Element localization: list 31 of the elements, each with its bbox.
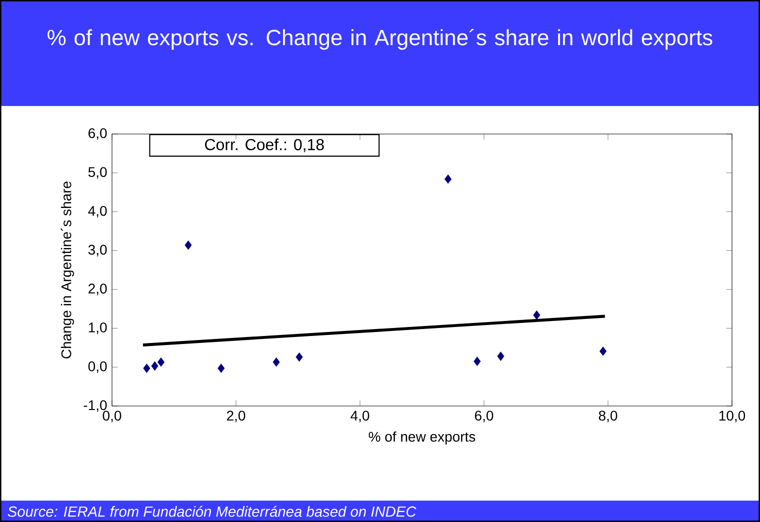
x-tick-label: 10,0 — [719, 410, 746, 422]
x-tick-label: 4,0 — [350, 410, 370, 422]
point — [151, 361, 158, 371]
x-tick-label: 0,0 — [102, 410, 122, 422]
point — [600, 346, 607, 356]
point — [143, 364, 150, 373]
chart-title: % of new exports vs. Change in Argentine´s share in world exports — [48, 28, 712, 50]
point — [218, 364, 225, 373]
x-tick-label: 6,0 — [474, 410, 494, 422]
point — [158, 358, 164, 367]
y-tick-label: 3,0 — [88, 244, 107, 256]
x-tick-label: 2,0 — [226, 410, 246, 422]
point — [184, 240, 192, 250]
y-tick-label: 1,0 — [88, 322, 107, 334]
y-axis-title: Change in Argentine´s share — [60, 182, 74, 358]
source-note: Source: IERAL from Fundación Mediterránea based on INDEC — [8, 506, 416, 517]
y-tick-label: 6,0 — [88, 128, 107, 140]
point — [474, 356, 481, 366]
y-tick-label: 5,0 — [88, 167, 107, 179]
point — [444, 174, 452, 184]
point — [533, 310, 540, 320]
y-tick-label: 4,0 — [88, 206, 107, 218]
point — [497, 352, 504, 361]
y-tick-label: -1,0 — [84, 400, 107, 412]
y-tick-label: 0,0 — [88, 361, 107, 373]
point — [296, 352, 303, 362]
annotation: Corr. Coef.: 0,18 — [205, 138, 324, 152]
point — [272, 358, 280, 367]
x-tick-label: 8,0 — [598, 410, 618, 422]
x-axis-title: % of new exports — [368, 431, 476, 444]
y-tick-label: 2,0 — [88, 284, 107, 296]
